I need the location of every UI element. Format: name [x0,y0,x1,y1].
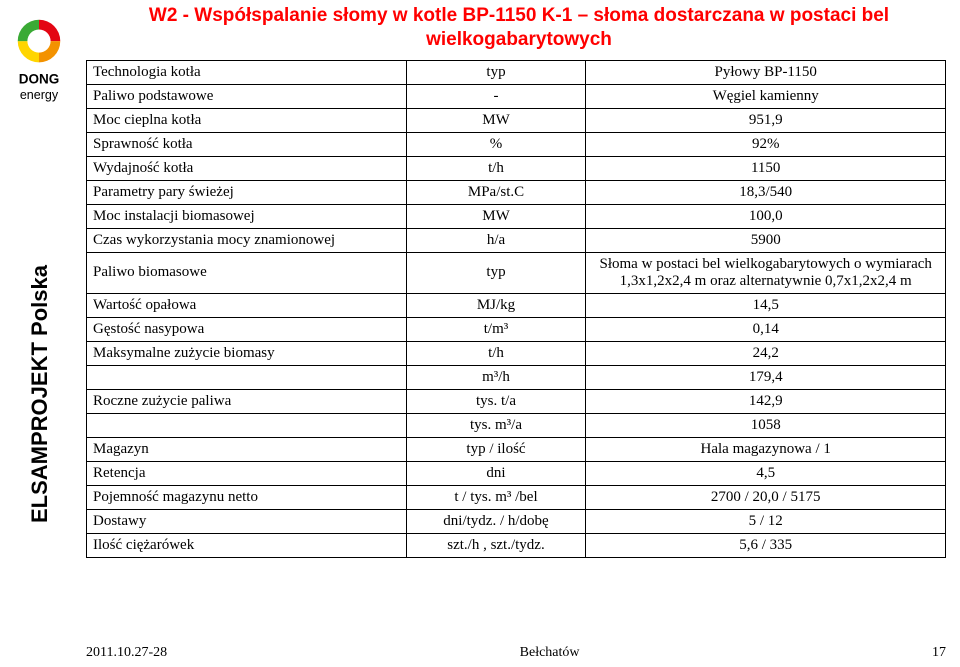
cell-unit: % [406,132,586,156]
table-row: Roczne zużycie paliwatys. t/a142,9 [87,389,946,413]
cell-param: Moc instalacji biomasowej [87,204,407,228]
table-row: Parametry pary świeżejMPa/st.C18,3/540 [87,180,946,204]
footer: 2011.10.27-28 Bełchatów 17 [86,645,946,661]
cell-unit: - [406,84,586,108]
cell-param: Wartość opałowa [87,293,407,317]
cell-value: 100,0 [586,204,946,228]
table-row: Technologia kotłatypPyłowy BP-1150 [87,60,946,84]
cell-value: 5 / 12 [586,509,946,533]
sidebar-vertical-label: ELSAMPROJEKT Polska [27,283,53,523]
table-row: m³/h179,4 [87,365,946,389]
cell-unit: typ / ilość [406,437,586,461]
cell-param: Pojemność magazynu netto [87,485,407,509]
cell-param: Moc cieplna kotła [87,108,407,132]
cell-unit: m³/h [406,365,586,389]
cell-param: Gęstość nasypowa [87,317,407,341]
sidebar: DONG energy ELSAMPROJEKT Polska [0,0,78,667]
cell-param: Roczne zużycie paliwa [87,389,407,413]
cell-unit: t/h [406,341,586,365]
spec-table: Technologia kotłatypPyłowy BP-1150Paliwo… [86,60,946,558]
cell-value: 0,14 [586,317,946,341]
cell-value: 951,9 [586,108,946,132]
cell-param: Czas wykorzystania mocy znamionowej [87,228,407,252]
table-row: Pojemność magazynu nettot / tys. m³ /bel… [87,485,946,509]
cell-value: Hala magazynowa / 1 [586,437,946,461]
cell-param [87,413,407,437]
cell-unit: tys. m³/a [406,413,586,437]
cell-value: 179,4 [586,365,946,389]
cell-value: Pyłowy BP-1150 [586,60,946,84]
table-row: Moc instalacji biomasowejMW100,0 [87,204,946,228]
table-row: Paliwo podstawowe-Węgiel kamienny [87,84,946,108]
cell-unit: typ [406,252,586,293]
cell-unit: h/a [406,228,586,252]
cell-unit: MJ/kg [406,293,586,317]
cell-unit: MW [406,204,586,228]
cell-unit: typ [406,60,586,84]
logo-text-bottom: energy [20,88,59,102]
footer-page: 17 [932,645,946,661]
cell-param: Parametry pary świeżej [87,180,407,204]
table-row: Magazyntyp / ilośćHala magazynowa / 1 [87,437,946,461]
cell-value: 24,2 [586,341,946,365]
cell-value: 18,3/540 [586,180,946,204]
table-row: Retencjadni4,5 [87,461,946,485]
cell-unit: MPa/st.C [406,180,586,204]
cell-value: 5900 [586,228,946,252]
cell-unit: t/m³ [406,317,586,341]
table-row: Wartość opałowaMJ/kg14,5 [87,293,946,317]
cell-value: 5,6 / 335 [586,533,946,557]
cell-value: 142,9 [586,389,946,413]
table-row: Gęstość nasypowat/m³0,14 [87,317,946,341]
footer-location: Bełchatów [520,645,580,661]
table-row: Ilość ciężarówekszt./h , szt./tydz.5,6 /… [87,533,946,557]
cell-value: Węgiel kamienny [586,84,946,108]
cell-value: 92% [586,132,946,156]
cell-param: Technologia kotła [87,60,407,84]
cell-value: Słoma w postaci bel wielkogabarytowych o… [586,252,946,293]
table-row: Moc cieplna kotłaMW951,9 [87,108,946,132]
cell-param [87,365,407,389]
table-row: Wydajność kotłat/h1150 [87,156,946,180]
cell-param: Dostawy [87,509,407,533]
logo: DONG energy [10,12,68,132]
cell-unit: dni/tydz. / h/dobę [406,509,586,533]
cell-unit: t / tys. m³ /bel [406,485,586,509]
table-row: Czas wykorzystania mocy znamionowejh/a59… [87,228,946,252]
cell-param: Maksymalne zużycie biomasy [87,341,407,365]
cell-value: 4,5 [586,461,946,485]
cell-value: 1058 [586,413,946,437]
dong-energy-logo-icon: DONG energy [10,12,68,132]
cell-unit: t/h [406,156,586,180]
cell-unit: MW [406,108,586,132]
table-row: tys. m³/a1058 [87,413,946,437]
cell-param: Paliwo biomasowe [87,252,407,293]
cell-value: 14,5 [586,293,946,317]
table-row: Maksymalne zużycie biomasyt/h24,2 [87,341,946,365]
table-row: Paliwo biomasowetypSłoma w postaci bel w… [87,252,946,293]
cell-unit: dni [406,461,586,485]
cell-param: Paliwo podstawowe [87,84,407,108]
cell-param: Magazyn [87,437,407,461]
cell-param: Wydajność kotła [87,156,407,180]
page-title: W2 - Współspalanie słomy w kotle BP-1150… [86,4,952,52]
logo-text-top: DONG [19,72,60,87]
cell-unit: szt./h , szt./tydz. [406,533,586,557]
cell-param: Retencja [87,461,407,485]
cell-unit: tys. t/a [406,389,586,413]
main-content: W2 - Współspalanie słomy w kotle BP-1150… [86,4,952,558]
cell-param: Sprawność kotła [87,132,407,156]
table-row: Dostawydni/tydz. / h/dobę5 / 12 [87,509,946,533]
footer-date: 2011.10.27-28 [86,645,167,661]
cell-value: 2700 / 20,0 / 5175 [586,485,946,509]
cell-param: Ilość ciężarówek [87,533,407,557]
cell-value: 1150 [586,156,946,180]
table-row: Sprawność kotła%92% [87,132,946,156]
